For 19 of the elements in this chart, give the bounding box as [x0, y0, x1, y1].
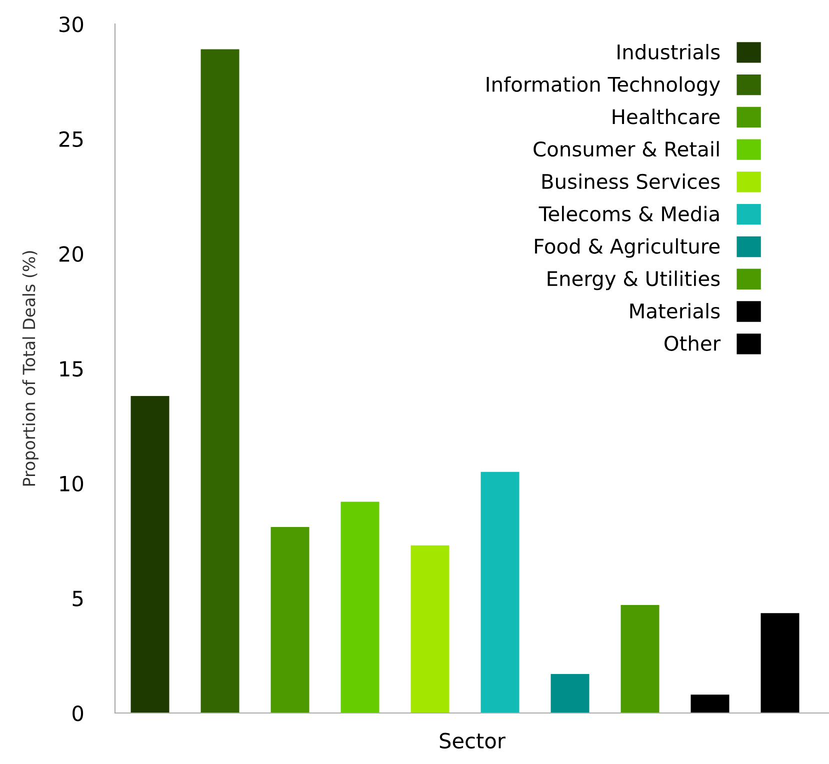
legend-label: Telecoms & Media [538, 206, 719, 222]
y-tick-label: 20 [59, 246, 84, 262]
y-tick-label: 5 [72, 590, 83, 606]
legend-label: Consumer & Retail [534, 141, 719, 157]
legend-label: Industrials [618, 44, 720, 60]
y-tick-label: 10 [60, 476, 84, 492]
legend-label: Information Technology [486, 76, 720, 96]
y-tick-label: 15 [60, 361, 83, 377]
x-axis-title: Sector [440, 732, 506, 749]
legend-label: Energy & Utilities [548, 270, 720, 290]
y-tick-label: 30 [60, 16, 84, 32]
y-axis-title: Proportion of Total Deals (%) [22, 251, 38, 486]
legend-label: Materials [630, 303, 720, 319]
legend-label: Healthcare [612, 108, 720, 124]
y-tick-label: 25 [59, 131, 83, 148]
y-tick-label: 0 [72, 705, 84, 722]
legend-label: Other [664, 335, 721, 351]
legend-label: Food & Agriculture [535, 238, 720, 258]
legend-label: Business Services [542, 173, 720, 190]
